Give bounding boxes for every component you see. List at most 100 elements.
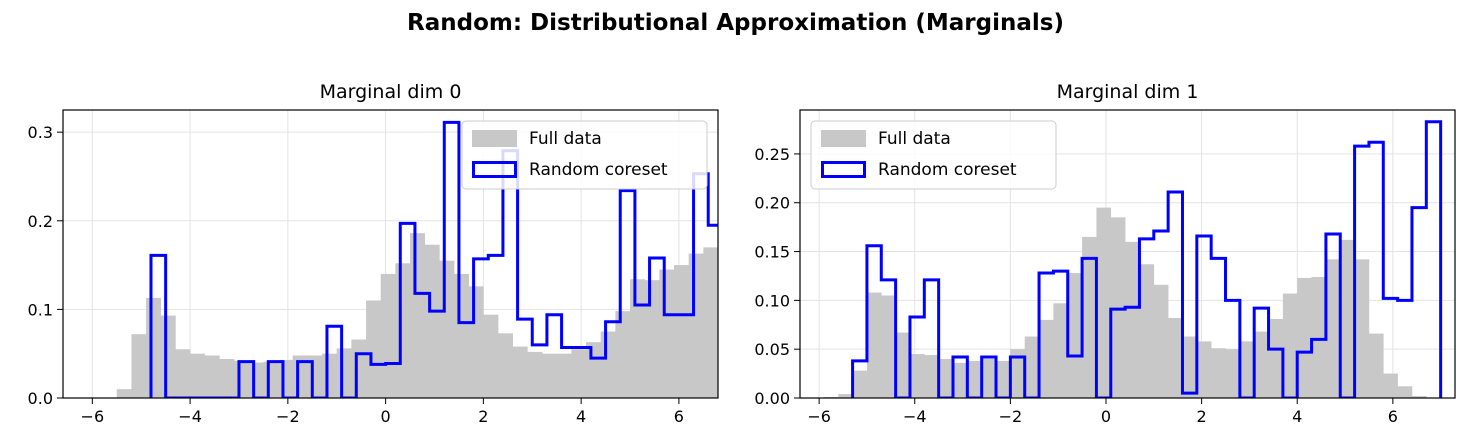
y-tick-label: 0.00 <box>754 389 790 408</box>
histogram-bar <box>424 244 440 398</box>
histogram-bar <box>600 331 616 398</box>
histogram-bar <box>1340 239 1355 398</box>
figure-title: Random: Distributional Approximation (Ma… <box>407 10 1064 36</box>
histogram-bar <box>615 311 631 398</box>
histogram-bar <box>688 253 704 398</box>
histogram-bar <box>1268 318 1284 398</box>
histogram-bar <box>866 292 882 398</box>
histogram-bar <box>644 280 660 398</box>
legend-label: Random coreset <box>878 160 1017 180</box>
histogram-bar <box>454 273 470 398</box>
histogram-bar <box>131 334 147 398</box>
histogram-bar <box>512 346 528 398</box>
x-tick-label: −4 <box>903 407 927 426</box>
histogram-bar <box>1254 331 1269 398</box>
x-tick-label: −2 <box>999 407 1023 426</box>
series-full-data <box>823 207 1427 398</box>
legend-label: Full data <box>529 129 602 149</box>
histogram-bar <box>395 263 411 398</box>
legend-swatch-random-coreset <box>821 161 866 178</box>
histogram-bar <box>881 295 896 398</box>
histogram-bar <box>909 354 925 398</box>
step-outline <box>149 120 718 398</box>
step-outline <box>851 120 1443 398</box>
histogram-bar <box>895 332 911 398</box>
histogram-bar <box>380 273 396 398</box>
histogram-bar <box>1067 273 1083 398</box>
histogram-bar <box>263 361 279 398</box>
chart-panel-1: −6 −4 −2 0 2 4 6 0.00 0.05 0.10 0.15 0.20 0.25 Margin… <box>754 81 1456 426</box>
histogram-bar <box>1196 341 1212 398</box>
axes-title: Marginal dim 0 <box>320 81 462 103</box>
x-tick-label: 4 <box>576 407 586 426</box>
histogram-bar <box>439 260 455 398</box>
histogram-bar <box>1139 264 1155 398</box>
y-tick-label: 0.25 <box>754 145 790 164</box>
histogram-bar <box>1239 341 1255 398</box>
y-tick-label: 0.0 <box>28 389 53 408</box>
legend-swatch-full-data <box>821 130 866 147</box>
histogram-bar <box>1153 284 1169 398</box>
histogram-bar <box>1368 333 1384 398</box>
histogram-bar <box>996 360 1011 398</box>
series-random-coreset <box>851 120 1443 398</box>
histogram-bar <box>1024 336 1040 398</box>
x-tick-label: 6 <box>674 407 684 426</box>
histogram-bar <box>981 358 997 398</box>
histogram-bar <box>1397 386 1413 398</box>
y-tick-label: 0.20 <box>754 194 790 213</box>
x-tick-label: −4 <box>178 407 202 426</box>
histogram-bar <box>1282 293 1298 398</box>
series-random-coreset <box>149 120 718 398</box>
x-tick-label: 6 <box>1388 407 1398 426</box>
histogram-bar <box>1010 349 1026 398</box>
histogram-bar <box>234 360 250 398</box>
legend-swatch-random-coreset <box>472 161 517 178</box>
histogram-bar <box>219 359 235 398</box>
histogram-bar <box>366 300 382 398</box>
axes-frame <box>799 109 1456 399</box>
histogram-bar <box>1039 319 1054 398</box>
histogram-bar <box>410 233 426 398</box>
chart-panel-0: −6 −4 −2 0 2 4 6 0.0 0.1 0.2 0.3 Marginal dim 0 Full… <box>28 81 719 426</box>
histogram-bar <box>204 355 220 398</box>
x-tick-label: 0 <box>381 407 391 426</box>
x-tick-label: −6 <box>807 407 831 426</box>
legend-swatch-full-data <box>472 130 517 147</box>
histogram-bar <box>527 351 543 398</box>
y-tick-label: 0.3 <box>28 123 53 142</box>
axes-title: Marginal dim 1 <box>1057 81 1199 103</box>
x-tick-label: 2 <box>1197 407 1207 426</box>
histogram-bar <box>838 394 853 398</box>
histogram-bar <box>116 389 132 398</box>
histogram-bar <box>924 355 939 398</box>
histogram-bar <box>175 349 191 398</box>
y-tick-label: 0.2 <box>28 212 53 231</box>
legend-box <box>810 120 1057 190</box>
histogram-bar <box>336 348 352 398</box>
histogram-bar <box>146 297 162 398</box>
histogram-bar <box>1182 336 1198 398</box>
histogram-bar <box>952 362 968 398</box>
legend-label: Full data <box>878 129 951 149</box>
histogram-bar <box>1311 276 1327 398</box>
x-tick-label: −2 <box>276 407 300 426</box>
legend-label: Random coreset <box>529 160 668 180</box>
histogram-bar <box>1383 373 1398 398</box>
histogram-bar <box>1211 348 1226 398</box>
histogram-bar <box>967 360 982 398</box>
legend: Full data Random coreset <box>810 120 1057 190</box>
histogram-bar <box>1053 303 1069 398</box>
histogram-bar <box>1411 396 1427 398</box>
histogram-bar <box>556 353 572 398</box>
histogram-bar <box>1297 277 1312 398</box>
axes-frame <box>62 109 719 399</box>
histogram-bar <box>160 315 176 398</box>
x-tick-label: −6 <box>81 407 105 426</box>
histogram-bar <box>703 247 718 398</box>
y-tick-label: 0.15 <box>754 243 790 262</box>
histogram-bar <box>351 339 367 398</box>
x-tick-label: 4 <box>1292 407 1302 426</box>
histogram-bar <box>674 265 689 398</box>
